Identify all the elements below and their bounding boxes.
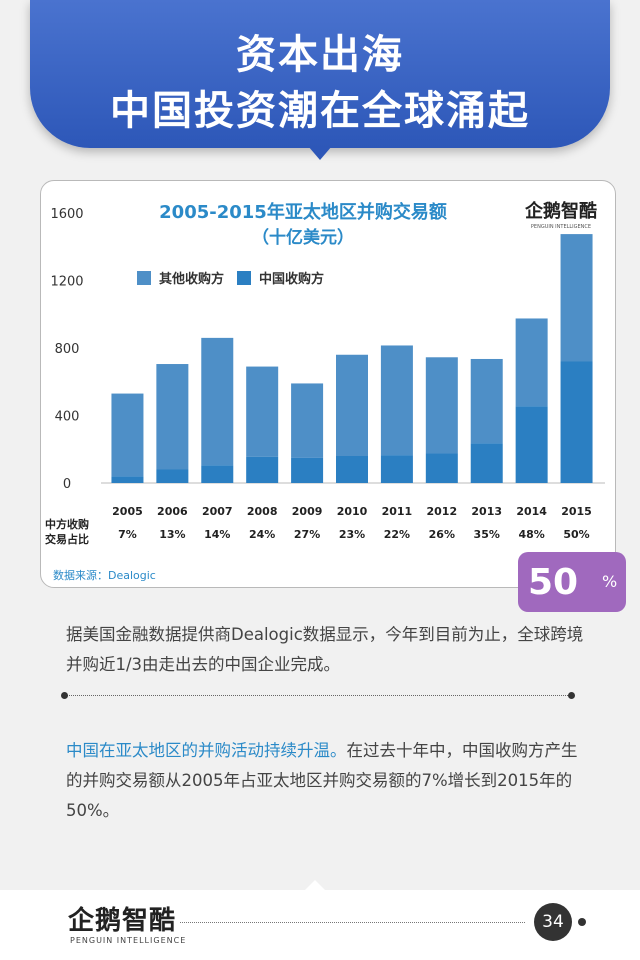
share-value: 27% bbox=[294, 528, 320, 541]
bar-other-2011 bbox=[380, 345, 413, 456]
x-tick-label: 2006 bbox=[157, 505, 188, 518]
stacked-bar-chart: 0 400 800 1200 1600 2005-2015年亚太地区并购交易额 （十亿美元）… bbox=[45, 200, 605, 582]
chart-title: 2005-2015年亚太地区并购交易额 bbox=[159, 201, 447, 223]
chart-logo: 企鹅智酷 bbox=[524, 200, 597, 222]
bar-other-2012 bbox=[425, 357, 458, 454]
bar-other-2010 bbox=[336, 354, 368, 456]
header-notch bbox=[308, 146, 332, 160]
dotted-divider bbox=[64, 695, 572, 696]
x-tick-label: 2008 bbox=[247, 505, 278, 518]
footer-notch bbox=[305, 880, 325, 890]
x-tick-label: 2011 bbox=[382, 505, 413, 518]
share-value: 26% bbox=[429, 528, 455, 541]
x-tick-label: 2014 bbox=[516, 505, 547, 518]
legend-swatch bbox=[237, 271, 251, 285]
share-value: 50% bbox=[563, 528, 589, 541]
bar-other-2008 bbox=[246, 366, 279, 457]
data-source: 数据来源：Dealogic bbox=[53, 568, 156, 582]
bar-other-2006 bbox=[156, 364, 189, 470]
y-tick-label: 1200 bbox=[50, 275, 83, 290]
legend-label: 其他收购方 bbox=[159, 271, 224, 287]
share-label-line2: 交易占比 bbox=[45, 532, 89, 546]
share-value: 23% bbox=[339, 528, 365, 541]
chart-card: 0 400 800 1200 1600 2005-2015年亚太地区并购交易额 （十亿美元）… bbox=[40, 180, 616, 588]
legend-swatch bbox=[137, 271, 151, 285]
share-value: 35% bbox=[474, 528, 500, 541]
y-tick-label: 0 bbox=[63, 477, 71, 492]
y-tick-label: 800 bbox=[55, 342, 80, 357]
divider-dot-right bbox=[568, 692, 575, 699]
bar-china-2013 bbox=[470, 443, 503, 483]
header-title-line1: 资本出海 bbox=[236, 32, 404, 78]
share-label-line1: 中方收购 bbox=[45, 517, 89, 531]
bar-other-2007 bbox=[201, 337, 234, 466]
bar-other-2005 bbox=[111, 393, 144, 477]
x-tick-label: 2005 bbox=[112, 505, 143, 518]
share-value: 48% bbox=[518, 528, 544, 541]
x-tick-label: 2007 bbox=[202, 505, 233, 518]
share-value: 22% bbox=[384, 528, 410, 541]
legend-label: 中国收购方 bbox=[259, 271, 324, 287]
paragraph-2-highlight: 中国在亚太地区的并购活动持续升温。 bbox=[66, 741, 347, 760]
bar-china-2010 bbox=[336, 456, 368, 483]
bar-other-2015 bbox=[560, 234, 593, 362]
bar-china-2014 bbox=[515, 406, 548, 483]
paragraph-2-rest: 在过去十年中，中国收购方产生的并购交易额从2005年占亚太地区并购交易额的7%增… bbox=[66, 741, 578, 820]
paragraph-1: 据美国金融数据提供商Dealogic数据显示，今年到目前为止，全球跨境并购近1/… bbox=[66, 625, 584, 674]
x-tick-label: 2010 bbox=[337, 505, 368, 518]
x-tick-label: 2012 bbox=[427, 505, 458, 518]
header-title-line2: 中国投资潮在全球涌起 bbox=[110, 88, 530, 134]
paragraph-2: 中国在亚太地区的并购活动持续升温。在过去十年中，中国收购方产生的并购交易额从20… bbox=[66, 736, 586, 826]
bar-other-2014 bbox=[515, 318, 548, 407]
bar-china-2005 bbox=[111, 476, 144, 483]
chart-logo-sub: PENGUIN INTELLIGENCE bbox=[531, 224, 591, 230]
bar-china-2011 bbox=[380, 455, 413, 483]
share-value: 13% bbox=[159, 528, 185, 541]
bar-other-2009 bbox=[291, 383, 324, 458]
badge-unit: % bbox=[602, 572, 618, 591]
bar-china-2006 bbox=[156, 469, 189, 483]
x-tick-label: 2015 bbox=[561, 505, 592, 518]
bar-china-2008 bbox=[246, 456, 279, 483]
y-tick-label: 1600 bbox=[50, 207, 83, 222]
y-tick-label: 400 bbox=[55, 410, 80, 425]
share-value: 7% bbox=[118, 528, 137, 541]
x-tick-label: 2009 bbox=[292, 505, 323, 518]
chart-subtitle: （十亿美元） bbox=[252, 227, 354, 248]
footer-dotted-line bbox=[180, 922, 525, 923]
footer-dot bbox=[578, 918, 586, 926]
page-number: 34 bbox=[534, 903, 572, 941]
share-value: 24% bbox=[249, 528, 275, 541]
bar-china-2007 bbox=[201, 465, 234, 483]
badge-number: 50 bbox=[528, 562, 579, 603]
bar-china-2012 bbox=[425, 453, 458, 483]
footer-logo-sub: PENGUIN INTELLIGENCE bbox=[70, 936, 187, 945]
bar-other-2013 bbox=[470, 358, 503, 444]
x-tick-label: 2013 bbox=[471, 505, 502, 518]
header-banner: 资本出海 中国投资潮在全球涌起 bbox=[30, 0, 610, 148]
footer: 企鹅智酷 PENGUIN INTELLIGENCE 34 bbox=[0, 880, 640, 960]
share-value: 14% bbox=[204, 528, 230, 541]
bar-china-2009 bbox=[291, 457, 324, 483]
footer-logo: 企鹅智酷 bbox=[68, 906, 177, 936]
bar-china-2015 bbox=[560, 361, 593, 483]
divider-dot-left bbox=[61, 692, 68, 699]
share-badge: 50 % bbox=[518, 552, 626, 612]
